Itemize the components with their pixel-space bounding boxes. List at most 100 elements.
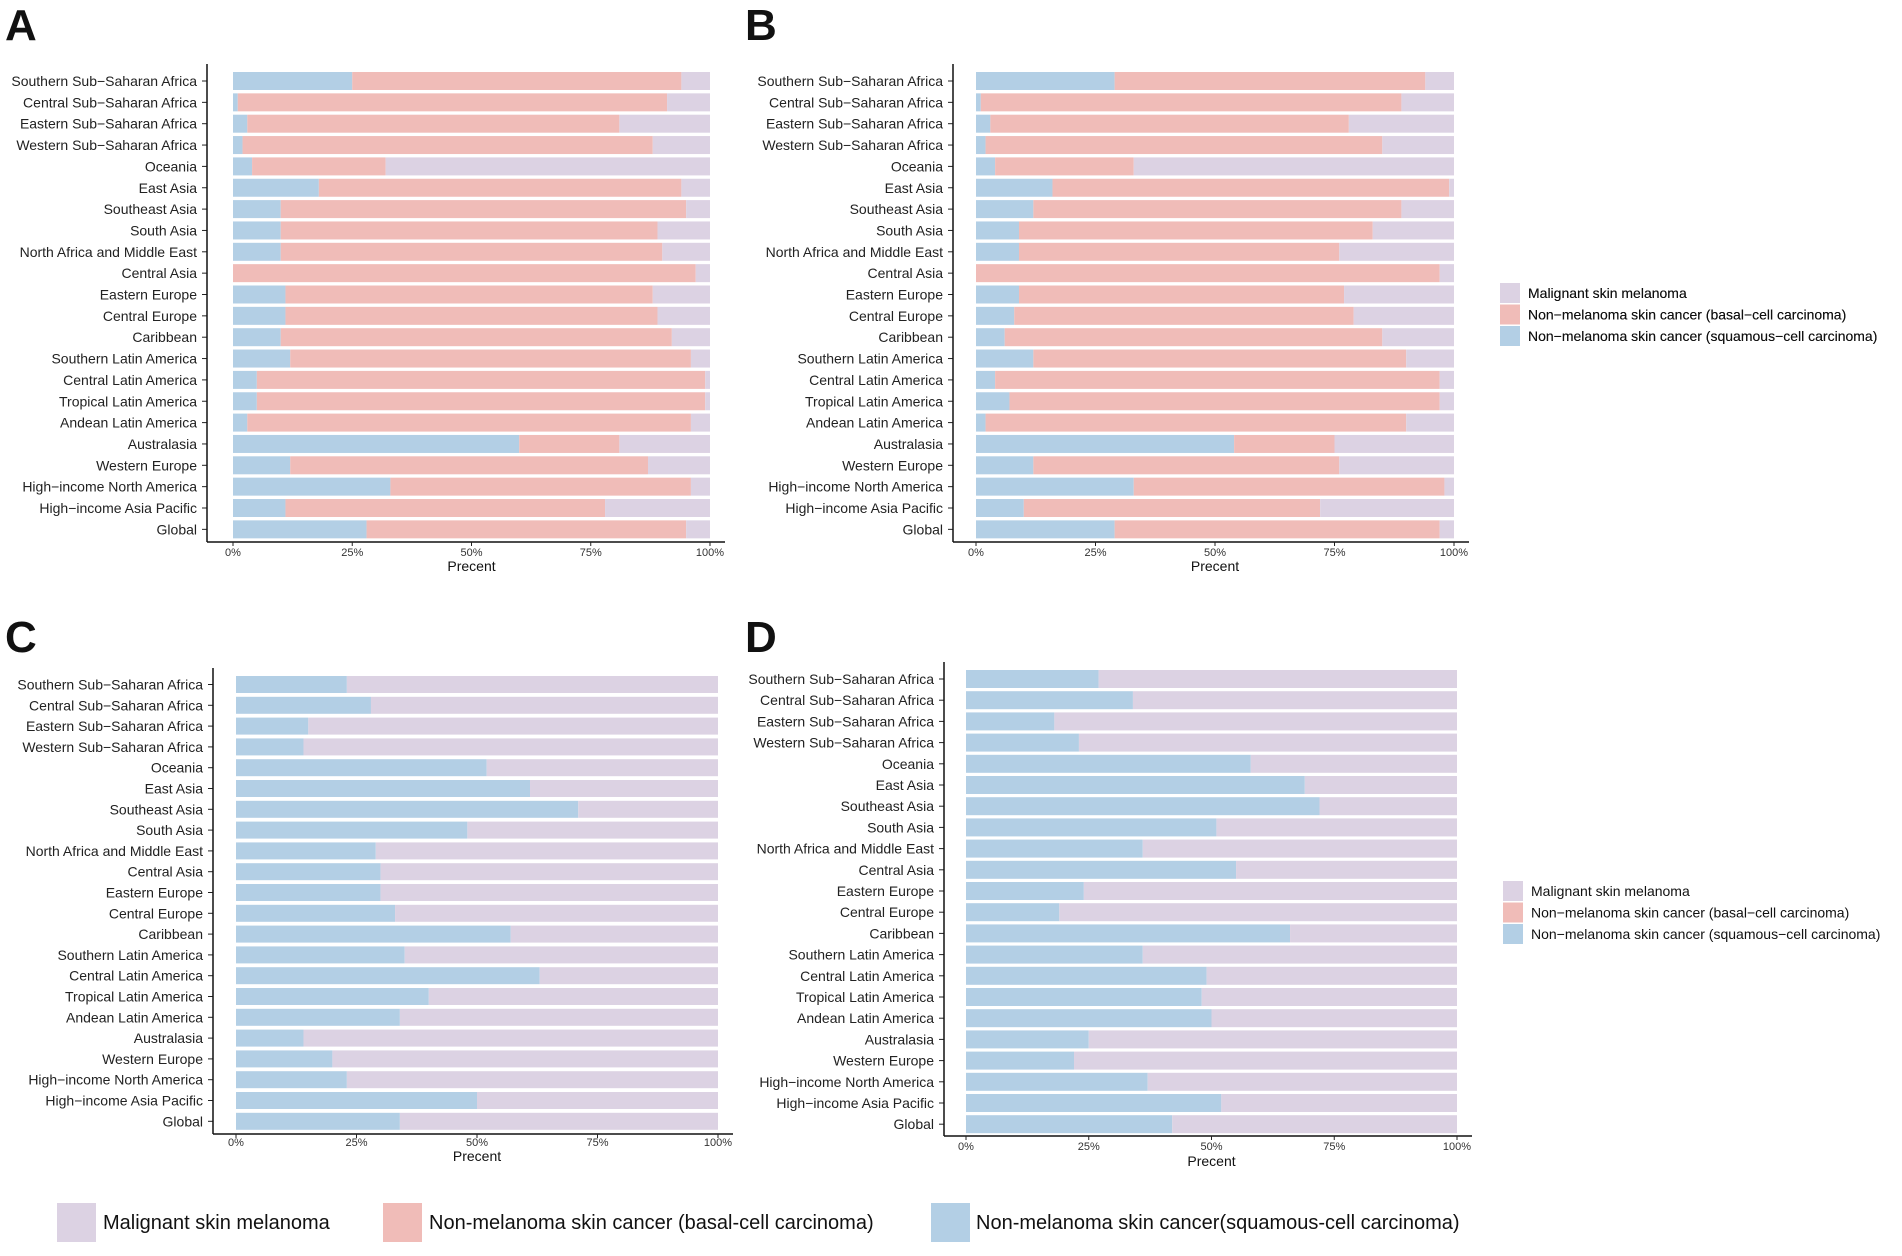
- x-tick-label: 25%: [1084, 547, 1106, 559]
- bar-segment-bcc: [1023, 499, 1321, 517]
- bar-segment-melanoma: [539, 967, 718, 985]
- bar-segment-scc: [966, 691, 1133, 710]
- bar-segment-melanoma: [1290, 924, 1457, 943]
- bar-segment-melanoma: [652, 285, 710, 304]
- category-label: Southern Latin America: [788, 947, 934, 963]
- bar-segment-scc: [236, 842, 376, 860]
- category-label: South Asia: [130, 222, 197, 238]
- bar-segment-scc: [966, 903, 1060, 922]
- bar-segment-scc: [236, 988, 429, 1005]
- bar-segment-melanoma: [1142, 839, 1457, 858]
- bar-segment-bcc: [256, 392, 706, 411]
- panel-a: A Southern Sub−Saharan Africa Central Sub−…: [5, 1, 1877, 574]
- bar-segment-bcc: [280, 200, 687, 219]
- bar-segment-melanoma: [1344, 285, 1454, 304]
- category-label: High−income North America: [22, 479, 197, 495]
- panel-c: C Southern Sub−Saharan Africa Central Sub−…: [5, 613, 733, 1164]
- bar-segment-scc: [976, 434, 1235, 453]
- bar-segment-melanoma: [1206, 966, 1457, 985]
- category-label: Eastern Europe: [100, 287, 197, 303]
- bar-segment-melanoma: [1401, 200, 1454, 219]
- panel-letter: A: [5, 1, 37, 50]
- x-tick-label: 0%: [225, 547, 241, 559]
- category-label: Oceania: [882, 756, 934, 772]
- bar-segment-melanoma: [1304, 776, 1457, 794]
- bar-segment-scc: [236, 1112, 400, 1130]
- bar-segment-scc: [966, 1051, 1075, 1070]
- category-label: Caribbean: [132, 329, 197, 345]
- bar-segment-scc: [236, 967, 540, 985]
- bar-segment-melanoma: [1078, 733, 1457, 752]
- bar-segment-bcc: [1114, 520, 1440, 539]
- legend-label: Non−melanoma skin cancer (basal−cell car…: [1528, 307, 1846, 323]
- bar-segment-melanoma: [1059, 903, 1457, 922]
- bar-segment-bcc: [252, 157, 386, 176]
- bar-segment-scc: [233, 306, 286, 325]
- bar-segment-melanoma: [1348, 114, 1454, 133]
- category-label: Andean Latin America: [66, 1009, 203, 1025]
- category-label: East Asia: [876, 777, 935, 793]
- category-label: South Asia: [876, 222, 943, 238]
- bar-segment-scc: [966, 818, 1217, 837]
- bar-segment-melanoma: [380, 884, 718, 901]
- bar-segment-melanoma: [332, 1050, 718, 1068]
- legend-swatch-scc: [1503, 924, 1523, 944]
- category-label: North Africa and Middle East: [20, 244, 198, 260]
- bar-segment-scc: [976, 178, 1053, 197]
- category-label: East Asia: [145, 781, 204, 797]
- category-label: Western Sub−Saharan Africa: [753, 735, 934, 751]
- bar-segment-melanoma: [1133, 157, 1454, 176]
- bar-segment-scc: [966, 924, 1291, 943]
- bar-segment-scc: [966, 1115, 1173, 1134]
- bottom-legend: Malignant skin melanoma Non-melanoma skin…: [57, 1203, 1460, 1242]
- bar-segment-scc: [976, 285, 1020, 304]
- category-label: Eastern Sub−Saharan Africa: [757, 713, 934, 729]
- bar-segment-scc: [966, 839, 1143, 858]
- legend-label: Non−melanoma skin cancer (squamous−cell …: [1528, 328, 1877, 344]
- bar-segment-bcc: [1234, 434, 1335, 453]
- bar-segment-melanoma: [399, 1008, 718, 1026]
- bar-segment-melanoma: [428, 988, 718, 1005]
- bar-segment-melanoma: [1339, 456, 1454, 475]
- bar-segment-melanoma: [1439, 520, 1454, 539]
- category-label: Caribbean: [138, 926, 203, 942]
- bar-segment-scc: [976, 392, 1010, 411]
- bottom-legend-swatch-melanoma: [57, 1203, 96, 1242]
- bar-segment-scc: [236, 904, 396, 922]
- bottom-legend-swatch-bcc: [383, 1203, 422, 1242]
- x-tick-label: 75%: [586, 1137, 608, 1149]
- bar-segment-bcc: [285, 499, 606, 517]
- bar-segment-bcc: [995, 157, 1134, 176]
- bar-segment-melanoma: [1444, 477, 1454, 496]
- x-tick-label: 75%: [1323, 1141, 1345, 1153]
- bar-segment-melanoma: [1083, 882, 1457, 900]
- bar-segment-scc: [233, 242, 281, 261]
- legend-swatch-bcc: [1503, 902, 1523, 923]
- x-tick-label: 50%: [1200, 1141, 1222, 1153]
- bar-segment-bcc: [995, 370, 1440, 389]
- bar-segment-scc: [233, 328, 281, 347]
- bar-segment-bcc: [1033, 200, 1402, 219]
- bar-segment-bcc: [985, 413, 1407, 432]
- bar-segment-melanoma: [690, 477, 710, 496]
- bar-segment-scc: [233, 72, 353, 90]
- bar-segment-scc: [236, 738, 304, 756]
- bar-segment-melanoma: [1054, 712, 1457, 731]
- category-label: Central Sub−Saharan Africa: [760, 692, 934, 708]
- bar-segment-scc: [233, 370, 257, 389]
- bar-segment-melanoma: [1211, 1009, 1457, 1028]
- category-label: Central Asia: [122, 265, 198, 281]
- category-label: Southeast Asia: [104, 201, 198, 217]
- x-tick-label: 50%: [460, 547, 482, 559]
- x-tick-label: 100%: [1443, 1141, 1471, 1153]
- bar-segment-scc: [236, 780, 531, 797]
- bar-segment-melanoma: [647, 456, 710, 475]
- bar-segment-melanoma: [1339, 242, 1454, 261]
- bar-segment-scc: [976, 499, 1024, 517]
- bar-segment-melanoma: [380, 863, 718, 881]
- category-label: Central Europe: [109, 905, 203, 921]
- category-label: Central Asia: [128, 864, 204, 880]
- category-label: Central Latin America: [69, 968, 203, 984]
- category-label: Australasia: [874, 436, 943, 452]
- category-label: Australasia: [865, 1031, 934, 1047]
